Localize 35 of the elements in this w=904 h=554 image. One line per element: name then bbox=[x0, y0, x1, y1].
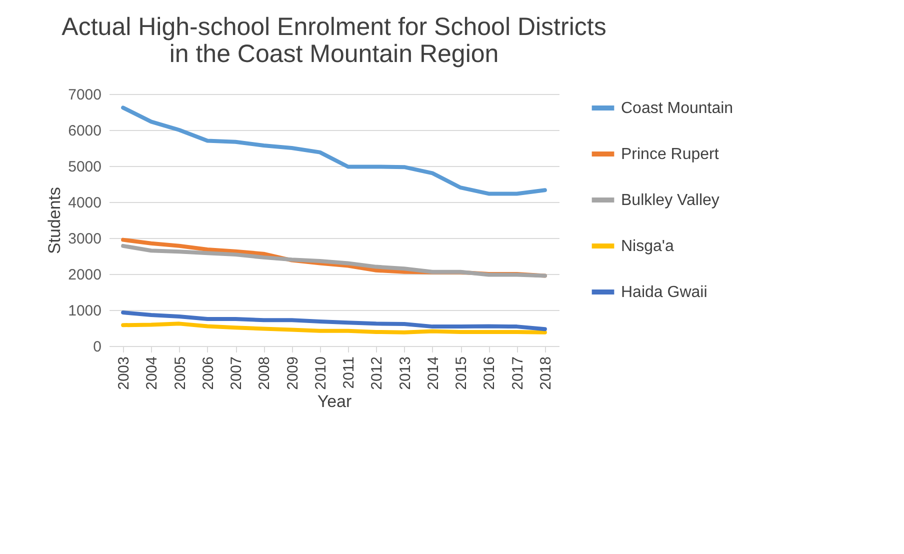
x-tick-label: 2011 bbox=[340, 356, 358, 389]
legend-label: Nisga'a bbox=[621, 238, 674, 255]
y-tick-label: 5000 bbox=[68, 158, 102, 176]
line-series bbox=[121, 322, 547, 334]
x-tick-label: 2009 bbox=[284, 356, 302, 390]
x-tick-label: 2007 bbox=[228, 356, 246, 390]
x-axis-title: Year bbox=[317, 392, 352, 411]
x-tick-label: 2006 bbox=[200, 356, 217, 390]
y-axis-title: Students bbox=[45, 186, 64, 254]
x-tick-label: 2015 bbox=[453, 356, 470, 390]
legend-label: Bulkley Valley bbox=[621, 192, 720, 209]
x-tick-label: 2016 bbox=[481, 356, 498, 390]
x-tick-label: 2012 bbox=[368, 356, 386, 390]
legend-label: Coast Mountain bbox=[621, 100, 734, 117]
legend-label: Prince Rupert bbox=[621, 146, 720, 163]
legend-label: Haida Gwaii bbox=[621, 284, 708, 301]
x-tick-label: 2018 bbox=[537, 356, 554, 390]
y-tick-label: 7000 bbox=[68, 86, 102, 104]
x-tick-label: 2013 bbox=[396, 356, 414, 390]
line-series bbox=[121, 106, 547, 196]
y-tick-label: 3000 bbox=[68, 230, 102, 248]
y-tick-label: 4000 bbox=[68, 194, 102, 212]
x-tick-label: 2014 bbox=[424, 356, 442, 390]
x-tick-label: 2004 bbox=[144, 356, 161, 390]
y-tick-label: 6000 bbox=[68, 122, 102, 140]
y-tick-label: 2000 bbox=[68, 266, 102, 284]
y-tick-label: 0 bbox=[93, 338, 102, 356]
x-tick-label: 2005 bbox=[172, 356, 189, 390]
x-tick-label: 2017 bbox=[509, 356, 526, 390]
chart-title: Actual High-school Enrolment for School Districts in the Coast Mountain Region bbox=[62, 13, 606, 68]
y-tick-label: 1000 bbox=[68, 302, 102, 320]
line-series bbox=[121, 310, 547, 332]
x-tick-label: 2003 bbox=[116, 356, 133, 390]
x-tick-label: 2008 bbox=[256, 356, 274, 390]
x-tick-label: 2010 bbox=[312, 356, 330, 390]
